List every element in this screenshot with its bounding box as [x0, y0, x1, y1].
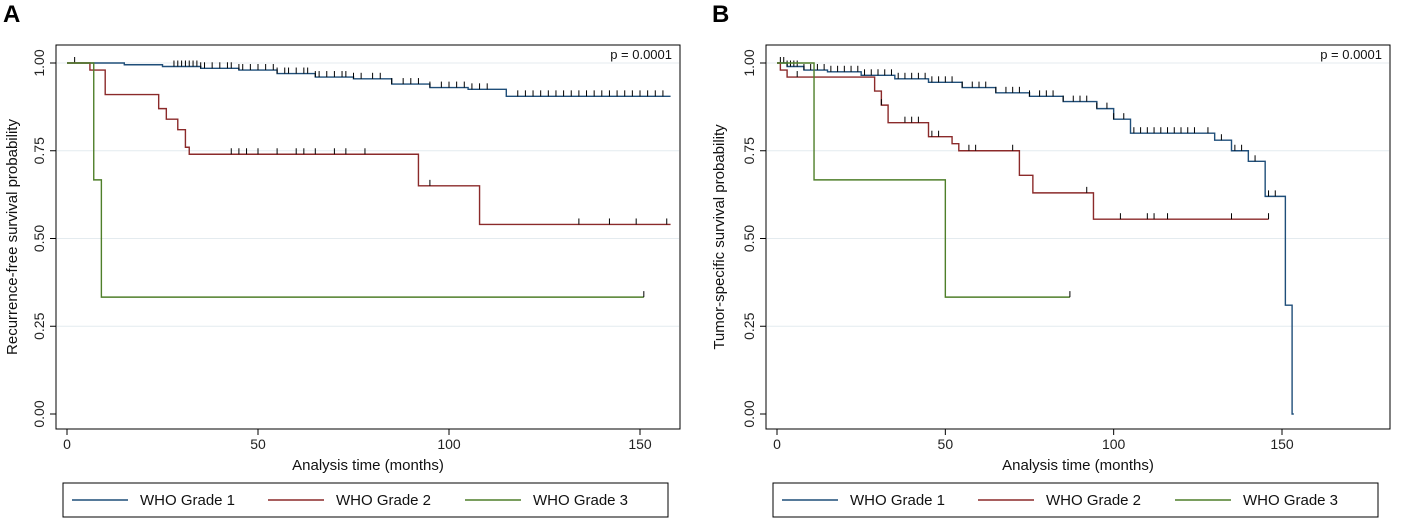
panel-a-letter: A [3, 1, 20, 28]
panel-b-curve-who-grade-3 [777, 62, 1070, 298]
panel-b-legend-label-grade1: WHO Grade 1 [850, 492, 945, 509]
panel-b-x-tick-label: 100 [1102, 436, 1126, 452]
panel-a-plot-frame [55, 44, 681, 430]
panel-b-p-value: p = 0.0001 [1320, 47, 1382, 62]
panel-b-plot-frame [765, 44, 1391, 430]
panel-b-legend-label-grade3: WHO Grade 3 [1243, 492, 1338, 509]
panel-a-p-value: p = 0.0001 [610, 47, 672, 62]
panel-b-y-axis-title: Tumor-specific survival probability [711, 124, 728, 350]
panel-b-y-tick-label: 0.00 [741, 400, 757, 427]
panel-a-x-tick-label: 0 [63, 436, 71, 452]
panel-a-y-axis: 0.00 0.25 0.50 0.75 1.00 [31, 49, 56, 428]
panel-b-y-tick-label: 1.00 [741, 49, 757, 76]
panel-b-series [777, 57, 1294, 415]
panel-a-x-axis: 0 50 100 150 [63, 429, 652, 452]
panel-b-y-tick-label: 0.25 [741, 312, 757, 339]
panel-b-x-tick-label: 0 [773, 436, 781, 452]
panel-a-series [67, 57, 671, 298]
panel-a-legend-label-grade3: WHO Grade 3 [533, 492, 628, 509]
panel-a-x-tick-label: 100 [437, 436, 461, 452]
panel-a-x-tick-label: 50 [250, 436, 266, 452]
panel-a-curve-who-grade-2 [67, 62, 671, 226]
panel-a-legend-label-grade1: WHO Grade 1 [140, 492, 235, 509]
panel-a-y-tick-label: 0.75 [31, 137, 47, 164]
panel-a-y-tick-label: 0.25 [31, 312, 47, 339]
panel-a: A 0.00 0.25 0.50 0.75 1.00 0 50 100 150 p = 0.0… [3, 1, 681, 518]
panel-a-x-tick-label: 150 [628, 436, 652, 452]
panel-a-y-tick-label: 1.00 [31, 49, 47, 76]
panel-b-legend-label-grade2: WHO Grade 2 [1046, 492, 1141, 509]
panel-b-x-tick-label: 150 [1270, 436, 1294, 452]
panel-b-x-tick-label: 50 [938, 436, 954, 452]
panel-a-legend [62, 482, 669, 518]
panel-b-legend [772, 482, 1379, 518]
panel-b-x-axis-title: Analysis time (months) [1002, 457, 1154, 474]
panel-b-y-tick-label: 0.75 [741, 137, 757, 164]
panel-b-y-axis: 0.00 0.25 0.50 0.75 1.00 [741, 49, 766, 428]
panel-a-gridlines [57, 62, 679, 327]
panel-a-legend-label-grade2: WHO Grade 2 [336, 492, 431, 509]
panel-b-y-tick-label: 0.50 [741, 225, 757, 252]
panel-a-y-tick-label: 0.00 [31, 400, 47, 427]
panel-a-y-tick-label: 0.50 [31, 225, 47, 252]
panel-a-x-axis-title: Analysis time (months) [292, 457, 444, 474]
panel-a-y-axis-title: Recurrence-free survival probability [4, 119, 21, 355]
panel-a-curve-who-grade-3 [67, 62, 644, 298]
panel-b-letter: B [712, 1, 729, 28]
panel-b: B 0.00 0.25 0.50 0.75 1.00 0 50 100 150 p = 0.0… [711, 1, 1391, 518]
panel-b-x-axis: 0 50 100 150 [773, 429, 1294, 452]
